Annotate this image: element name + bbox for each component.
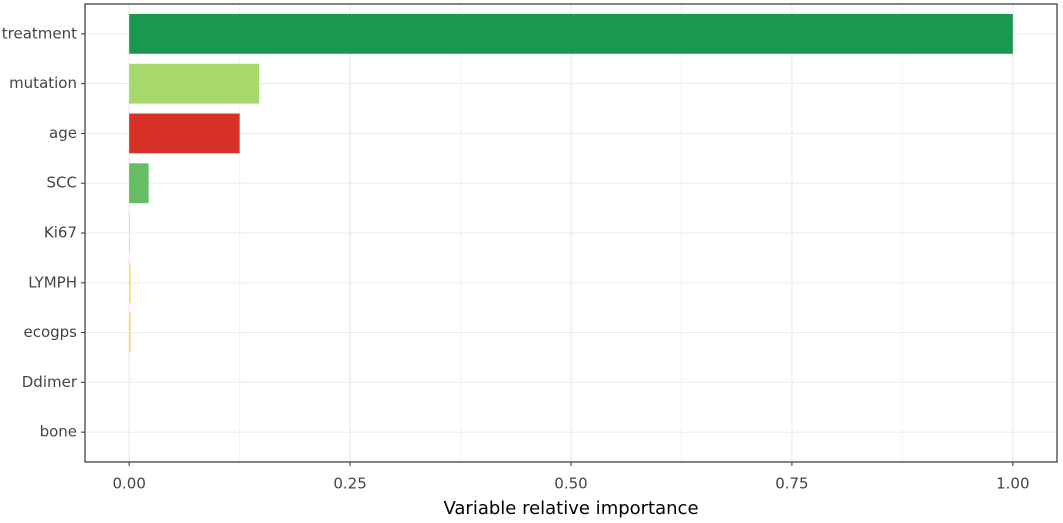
y-tick-label: LYMPH xyxy=(28,273,77,291)
y-tick-label: mutation xyxy=(9,74,77,92)
bar xyxy=(129,63,260,104)
bar xyxy=(129,213,131,253)
bar xyxy=(129,113,240,154)
y-tick-label: Ddimer xyxy=(22,373,78,391)
bar xyxy=(129,262,131,303)
x-tick-label: 0.25 xyxy=(333,475,366,493)
y-tick-label: ecogps xyxy=(23,323,77,341)
x-tick-label: 0.00 xyxy=(112,475,145,493)
bar xyxy=(129,163,149,204)
bar xyxy=(129,312,131,353)
x-axis-title: Variable relative importance xyxy=(443,498,698,519)
y-tick-label: SCC xyxy=(47,174,77,192)
panel-border xyxy=(84,3,1058,463)
y-tick-label: treatment xyxy=(2,24,77,42)
x-tick-label: 1.00 xyxy=(996,475,1029,493)
y-tick-label: bone xyxy=(40,423,77,441)
x-tick-label: 0.50 xyxy=(554,475,587,493)
bar xyxy=(129,13,1013,54)
y-tick-label: Ki67 xyxy=(44,224,77,242)
y-tick-label: age xyxy=(49,124,77,142)
x-tick-label: 0.75 xyxy=(775,475,808,493)
